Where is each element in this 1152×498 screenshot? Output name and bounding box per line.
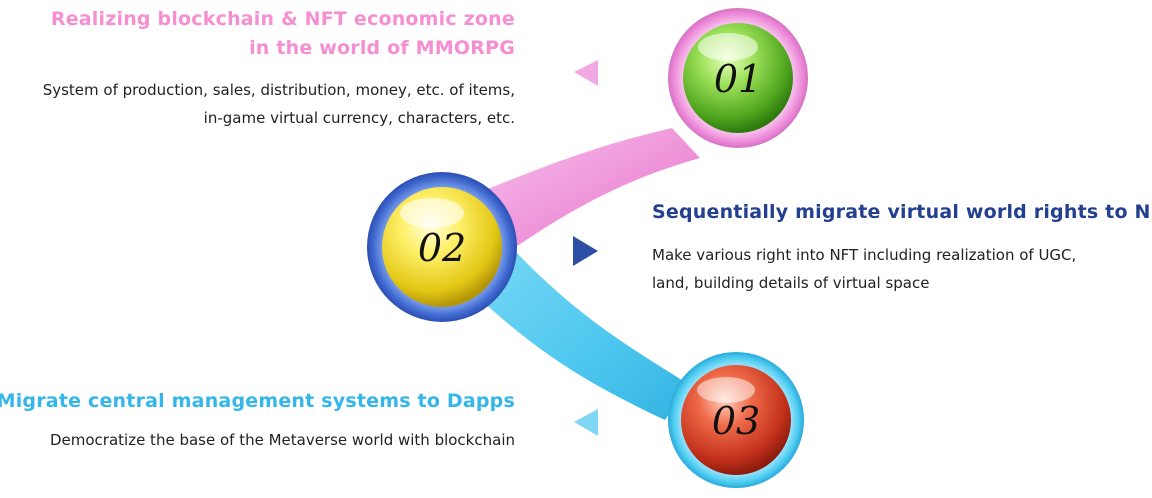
step-02-description-line: land, building details of virtual space (652, 274, 930, 292)
step-01-description-line: in-game virtual currency, characters, et… (203, 109, 515, 127)
step-01-description-line: System of production, sales, distributio… (42, 81, 515, 99)
arrow-left-cyan-icon (574, 409, 598, 436)
sphere-03: 03 (668, 352, 804, 488)
sphere-01: 01 (668, 8, 808, 148)
step-03-title-line: Migrate central management systems to Da… (0, 390, 515, 412)
step-03-title: Migrate central management systems to Da… (0, 387, 515, 416)
step-03-description-line: Democratize the base of the Metaverse wo… (49, 431, 515, 449)
step-01-title-line: Realizing blockchain & NFT economic zone (50, 8, 515, 30)
step-01-description: System of production, sales, distributio… (43, 76, 515, 132)
step-03-text: Migrate central management systems to Da… (0, 387, 515, 454)
sphere-02-number: 02 (418, 226, 466, 270)
blue-connector (470, 235, 690, 420)
sphere-03-number: 03 (712, 399, 760, 443)
step-01-title: Realizing blockchain & NFT economic zone… (43, 5, 515, 63)
sphere-01-number: 01 (714, 57, 762, 101)
step-02-description-line: Make various right into NFT including re… (652, 246, 1077, 264)
step-01-text: Realizing blockchain & NFT economic zone… (43, 5, 515, 132)
step-02-description: Make various right into NFT including re… (652, 241, 1152, 297)
arrow-right-blue-icon (573, 236, 598, 266)
sphere-02: 02 (367, 172, 517, 322)
arrow-left-pink-icon (574, 60, 598, 86)
step-01-title-line: in the world of MMORPG (249, 37, 515, 59)
step-02-text: Sequentially migrate virtual world right… (652, 198, 1152, 297)
step-03-description: Democratize the base of the Metaverse wo… (0, 426, 515, 454)
step-02-title: Sequentially migrate virtual world right… (652, 198, 1152, 227)
pink-connector (470, 128, 700, 258)
step-02-title-line: Sequentially migrate virtual world right… (652, 201, 1152, 223)
